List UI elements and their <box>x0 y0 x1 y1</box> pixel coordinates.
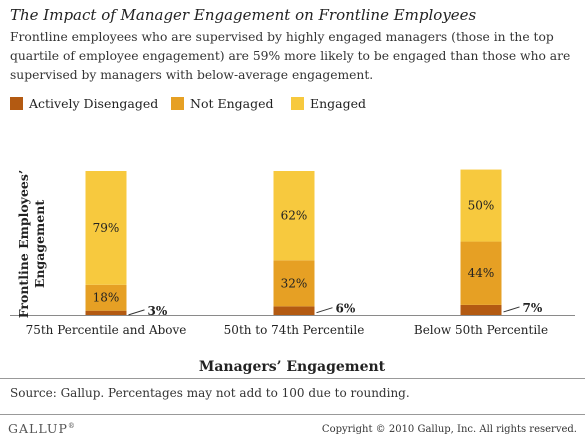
chart-subtitle: Frontline employees who are supervised b… <box>10 30 571 82</box>
legend-label: Not Engaged <box>190 96 274 111</box>
registered-mark: ® <box>67 421 76 430</box>
bar-actively-disengaged <box>460 304 502 315</box>
legend-swatch-not-engaged <box>171 97 184 110</box>
data-label: 7% <box>523 301 543 315</box>
legend-label: Actively Disengaged <box>29 96 159 111</box>
copyright: Copyright © 2010 Gallup, Inc. All rights… <box>321 424 577 435</box>
divider <box>0 414 585 415</box>
data-label: 32% <box>281 276 308 290</box>
data-label: 50% <box>468 199 495 213</box>
data-label: 44% <box>468 266 495 280</box>
legend-item-engaged: Engaged <box>291 96 366 111</box>
legend-item-actively-disengaged: Actively Disengaged <box>10 96 158 111</box>
data-label-leader <box>503 306 520 313</box>
gallup-logo-text: GALLUP <box>8 421 68 436</box>
bar-not-engaged <box>460 241 502 305</box>
data-label-leader <box>316 307 333 314</box>
x-tick-label: 75th Percentile and Above <box>26 323 187 337</box>
legend-label: Engaged <box>310 96 367 111</box>
bar-engaged <box>273 171 315 261</box>
legend-swatch-actively-disengaged <box>10 97 23 110</box>
source-note: Source: Gallup. Percentages may not add … <box>10 386 410 400</box>
data-label-leader <box>128 309 145 316</box>
gallup-logo: GALLUP® <box>8 421 76 436</box>
chart-title: The Impact of Manager Engagement on Fron… <box>10 6 477 24</box>
bar-not-engaged <box>85 284 127 311</box>
legend-swatch-engaged <box>291 97 304 110</box>
bar-not-engaged <box>273 260 315 307</box>
x-tick-label: 50th to 74th Percentile <box>224 323 365 337</box>
bar-actively-disengaged <box>273 306 315 315</box>
data-label: 62% <box>281 209 308 223</box>
data-label: 79% <box>93 221 120 235</box>
data-label: 18% <box>93 291 120 305</box>
y-axis-label-line: Frontline Employees’ <box>16 170 31 318</box>
x-axis-label: Managers’ Engagement <box>199 359 386 375</box>
data-label: 6% <box>336 302 356 316</box>
x-tick-label: Below 50th Percentile <box>414 323 548 337</box>
data-label: 3% <box>148 304 168 318</box>
legend-item-not-engaged: Not Engaged <box>171 96 274 111</box>
y-axis-label: Frontline Employees’Engagement <box>16 170 47 318</box>
divider <box>0 378 585 379</box>
bar-actively-disengaged <box>85 310 127 315</box>
bar-engaged <box>460 169 502 242</box>
bar-engaged <box>85 171 127 285</box>
y-axis-label-line: Engagement <box>32 200 47 288</box>
